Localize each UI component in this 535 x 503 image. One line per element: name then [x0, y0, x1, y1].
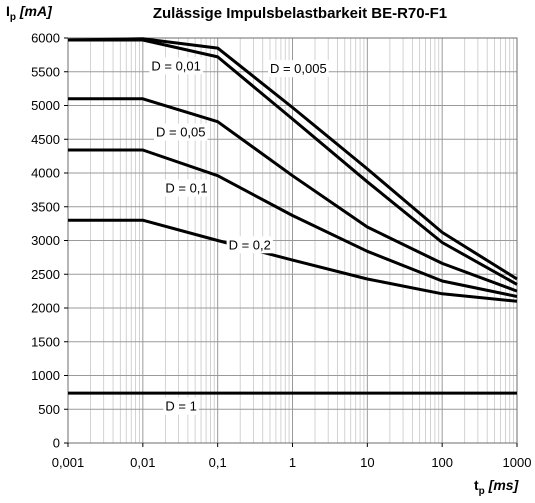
series-label-background	[149, 57, 203, 75]
y-tick-label: 3500	[31, 199, 60, 214]
series-label-background	[163, 179, 210, 197]
series-label: D = 0,1	[165, 181, 207, 196]
x-tick-label: 100	[431, 455, 453, 470]
series-label: D = 0,005	[270, 61, 327, 76]
series-line	[68, 218, 518, 303]
series-label: D = 0,2	[229, 237, 271, 252]
x-tick-label: 1	[289, 455, 296, 470]
y-tick-label: 2500	[31, 267, 60, 282]
x-axis-label: tp [ms]	[474, 477, 520, 497]
series-lines	[67, 37, 518, 395]
x-tick-label: 0,1	[209, 455, 227, 470]
y-tick-label: 3000	[31, 233, 60, 248]
y-tick-label: 500	[38, 402, 60, 417]
series-label-background	[163, 397, 199, 415]
y-tick-label: 0	[53, 436, 60, 451]
series-label: D = 0,01	[151, 58, 201, 73]
y-tick-label: 5500	[31, 64, 60, 79]
y-tick-label: 4500	[31, 132, 60, 147]
series-line	[68, 38, 518, 286]
x-tick-label: 10	[360, 455, 374, 470]
series-label-background	[154, 123, 208, 141]
series-label: D = 0,05	[156, 125, 206, 140]
chart-title: Zulässige Impulsbelastbarkeit BE-R70-F1	[153, 5, 447, 22]
y-tick-label: 1500	[31, 334, 60, 349]
y-tick-label: 5000	[31, 98, 60, 113]
axis-ticks: 0 500 1000 1500 2000 2500 3000 3500 4000 4500 5000…	[31, 31, 531, 471]
series-label: D = 1	[165, 399, 196, 414]
series-labels: D = 0,005 D = 0,01 D = 0,05 D = 0,1 D = 0,2 D…	[149, 57, 329, 415]
y-tick-label: 4000	[31, 166, 60, 181]
series-label-background	[267, 60, 329, 78]
x-tick-label: 0,01	[130, 455, 155, 470]
series-line	[68, 148, 518, 298]
x-tick-label: 0,001	[52, 455, 85, 470]
y-axis-label: Ip [mA]	[6, 3, 53, 23]
series-line	[68, 97, 518, 293]
y-tick-label: 1000	[31, 368, 60, 383]
y-tick-label: 2000	[31, 301, 60, 316]
y-tick-label: 6000	[31, 31, 60, 46]
series-label-background	[226, 236, 273, 254]
x-tick-label: 1000	[503, 455, 532, 470]
